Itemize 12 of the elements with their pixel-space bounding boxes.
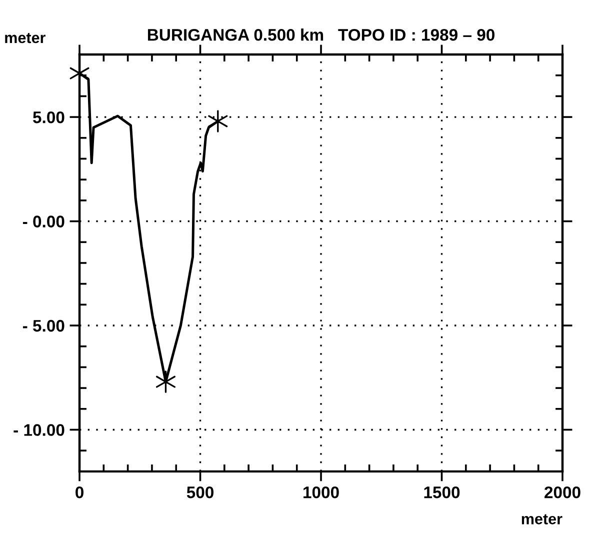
chart-title: BURIGANGA 0.500 km TOPO ID : 1989 – 90 xyxy=(148,28,494,41)
y-tick-label: - 0.00 xyxy=(22,216,64,228)
y-tick-label: - 5.00 xyxy=(22,320,64,332)
x-tick-label: 1500 xyxy=(424,486,460,498)
y-tick-label: - 10.00 xyxy=(14,424,64,436)
y-axis-title: meter xyxy=(5,33,46,44)
x-tick-label: 0 xyxy=(76,486,84,498)
x-tick-label: 500 xyxy=(186,486,214,498)
y-tick-label: 5.00 xyxy=(33,111,64,124)
x-tick-label: 1000 xyxy=(304,486,339,498)
x-tick-label: 2000 xyxy=(544,486,580,498)
x-axis-title: meter xyxy=(522,514,562,524)
